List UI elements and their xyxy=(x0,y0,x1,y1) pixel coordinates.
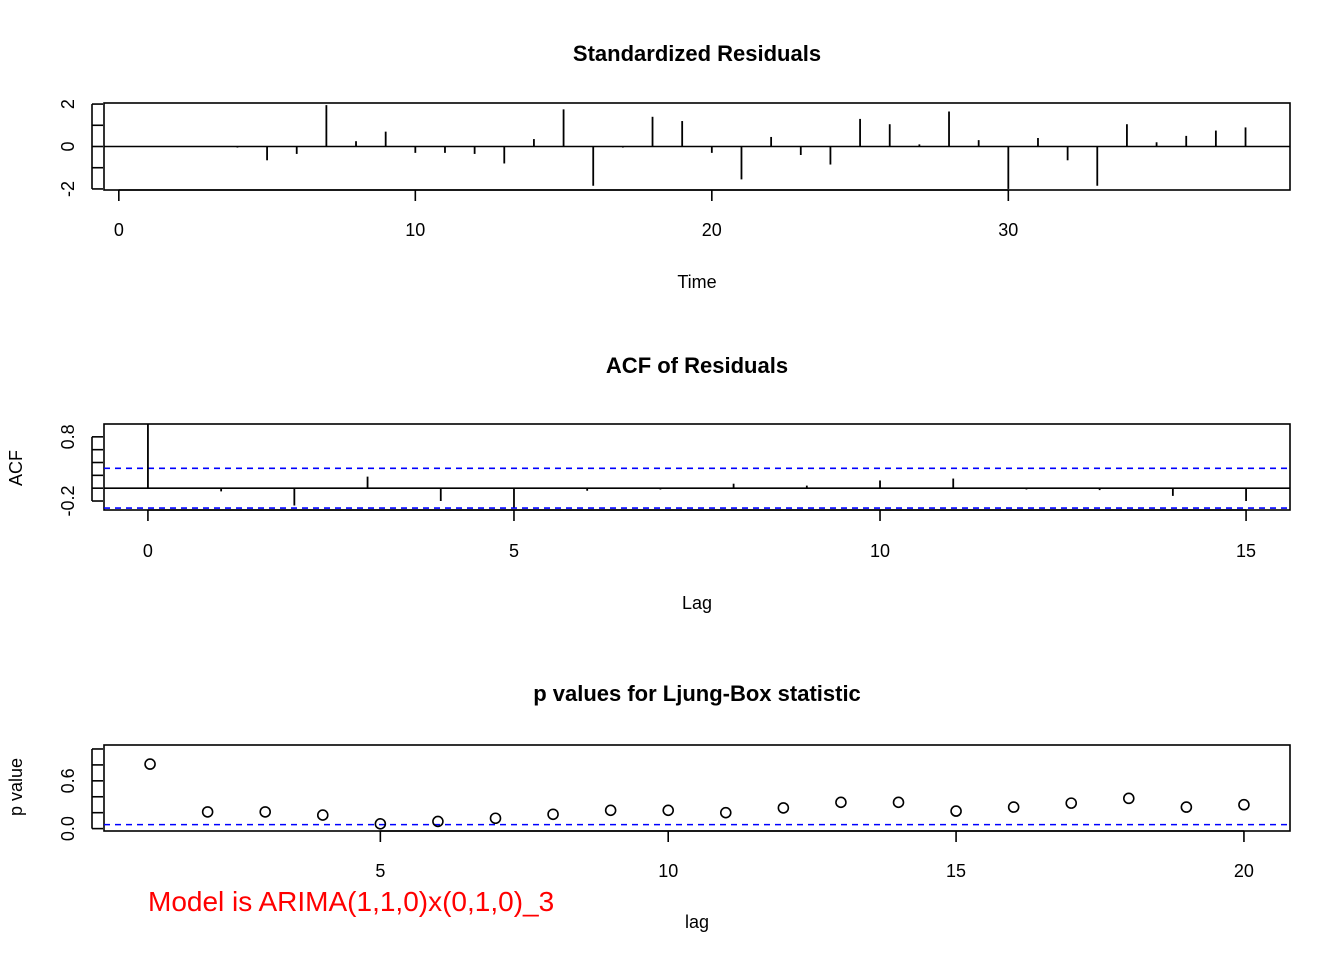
ljungbox-point xyxy=(604,804,617,817)
ljungbox-panel: p values for Ljung-Box statistic lag p v… xyxy=(6,681,1291,932)
ljungbox-x-tick-label: 20 xyxy=(1234,861,1254,881)
acf-x-tick-label: 15 xyxy=(1236,541,1256,561)
acf-y-tick-label: -0.2 xyxy=(58,485,78,516)
residuals-y-tick-label: 2 xyxy=(58,99,78,109)
residuals-x-tick-label: 30 xyxy=(998,220,1018,240)
acf-y-tick-label: 0.8 xyxy=(58,424,78,449)
ljungbox-point xyxy=(374,818,387,830)
ljungbox-plot-frame xyxy=(103,744,1291,832)
ljungbox-y-tick-label: 0.6 xyxy=(58,768,78,793)
acf-panel: ACF of Residuals Lag ACF 0 5 10 15 -0.2 0.8 xyxy=(6,353,1291,613)
ljungbox-point xyxy=(1238,798,1250,811)
ljungbox-point xyxy=(719,806,732,819)
ljungbox-point xyxy=(1180,801,1193,813)
residuals-x-tick-label: 20 xyxy=(702,220,722,240)
ljungbox-point xyxy=(892,796,905,809)
residuals-xlabel: Time xyxy=(677,272,716,292)
ljungbox-x-tick-label: 15 xyxy=(946,861,966,881)
ljungbox-y-tick-label: 0.0 xyxy=(58,816,78,841)
ljungbox-point xyxy=(950,805,962,817)
acf-x-tick-label: 5 xyxy=(509,541,519,561)
ljungbox-point xyxy=(432,815,444,828)
ljungbox-point xyxy=(259,806,272,818)
acf-x-tick-label: 0 xyxy=(143,541,153,561)
model-annotation: Model is ARIMA(1,1,0)x(0,1,0)_3 xyxy=(148,886,554,917)
acf-x-tick-label: 10 xyxy=(870,541,890,561)
ljungbox-point xyxy=(1065,797,1078,809)
residuals-title: Standardized Residuals xyxy=(573,41,821,66)
acf-ylabel: ACF xyxy=(6,450,26,486)
residuals-y-tick-label: 0 xyxy=(58,141,78,151)
ljungbox-point xyxy=(1122,792,1135,805)
ljungbox-xlabel: lag xyxy=(685,912,709,932)
residuals-x-tick-label: 0 xyxy=(114,220,124,240)
ljungbox-x-tick-label: 5 xyxy=(375,861,385,881)
ljungbox-point xyxy=(662,804,675,817)
acf-xlabel: Lag xyxy=(682,593,712,613)
ljungbox-point xyxy=(316,809,329,821)
acf-title: ACF of Residuals xyxy=(606,353,788,378)
acf-plot-frame xyxy=(103,423,1291,511)
ljungbox-point xyxy=(489,812,502,825)
residuals-panel: Standardized Residuals Time 0 10 20 30 -2 0 2 xyxy=(58,41,1291,292)
ljungbox-point xyxy=(144,758,156,770)
ljungbox-title: p values for Ljung-Box statistic xyxy=(533,681,861,706)
ljungbox-point xyxy=(201,806,214,818)
ljungbox-point xyxy=(1007,801,1020,813)
residuals-y-tick-label: -2 xyxy=(58,181,78,197)
ljungbox-point xyxy=(547,808,559,821)
ljungbox-point xyxy=(777,802,790,814)
ljungbox-x-tick-label: 10 xyxy=(658,861,678,881)
ljungbox-ylabel: p value xyxy=(6,758,26,816)
ljungbox-point xyxy=(835,796,847,809)
residuals-x-tick-label: 10 xyxy=(405,220,425,240)
